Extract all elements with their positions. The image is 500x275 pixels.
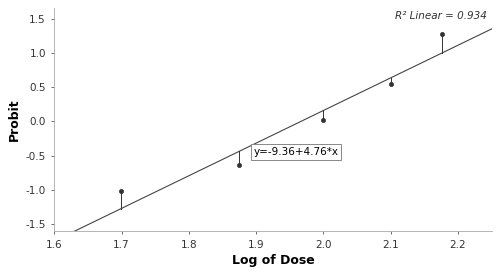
Y-axis label: Probit: Probit — [8, 98, 22, 141]
X-axis label: Log of Dose: Log of Dose — [232, 254, 314, 267]
Text: y=-9.36+4.76*x: y=-9.36+4.76*x — [254, 147, 338, 157]
Text: R² Linear = 0.934: R² Linear = 0.934 — [396, 10, 488, 21]
